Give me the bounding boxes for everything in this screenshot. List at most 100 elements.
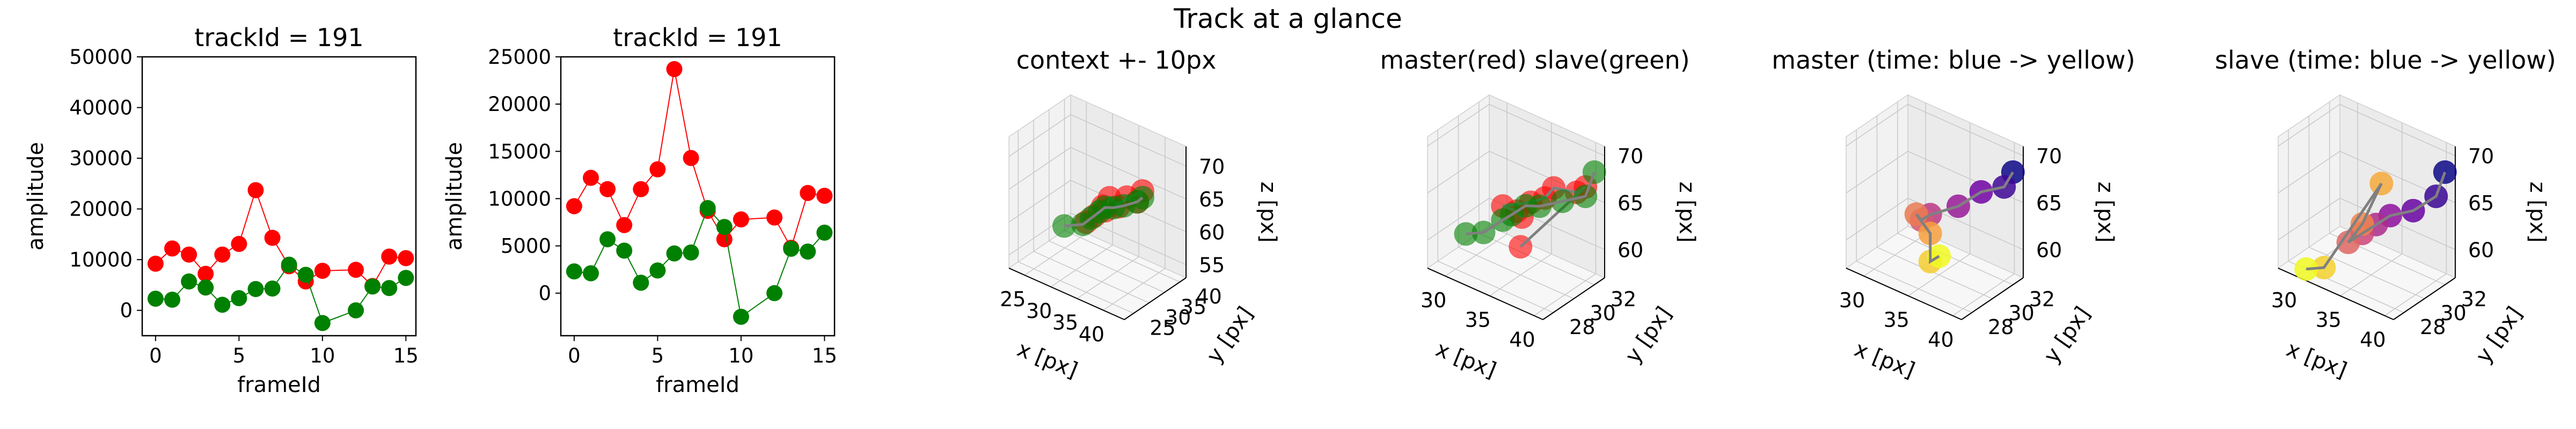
y-tick-label: 32 <box>1611 287 1636 311</box>
y-tick-label: 10000 <box>69 248 133 271</box>
data-point <box>599 181 616 197</box>
data-point <box>197 265 214 282</box>
y-tick-label: 0 <box>538 282 551 305</box>
z-tick-label: 60 <box>1618 239 1643 262</box>
y-tick-label: 28 <box>1988 315 2014 339</box>
y-tick-label: 30 <box>1590 301 1616 325</box>
grid-line <box>1077 125 1139 299</box>
grid-line <box>1008 180 1187 232</box>
series-time <box>2294 160 2457 281</box>
y-tick-label: 30 <box>2009 301 2035 325</box>
y-axis-line <box>1961 277 2024 320</box>
z-tick-label: 65 <box>1199 188 1225 211</box>
data-point <box>381 280 398 297</box>
data-point <box>566 198 582 214</box>
plot-frame <box>141 56 417 337</box>
grid-line <box>1876 116 1993 299</box>
grid-line <box>1427 151 1605 203</box>
grid-line <box>1897 102 2014 285</box>
track-line <box>2306 172 2447 271</box>
z-tick-label: 70 <box>2036 145 2062 168</box>
data-point <box>733 308 749 325</box>
data-point <box>231 235 247 252</box>
series-line <box>155 264 406 324</box>
y-tick-label: 5000 <box>501 235 551 258</box>
x-tick-label: 35 <box>1465 308 1491 332</box>
x-axis-label: x [px] <box>2283 337 2350 383</box>
data-point <box>683 150 699 166</box>
x-tick-label: 40 <box>1509 328 1535 352</box>
grid-line <box>2384 142 2447 316</box>
series-line <box>155 188 406 287</box>
series-time <box>1904 160 2025 273</box>
x-axis-label: x [px] <box>1851 337 1918 383</box>
z-tick-label: 65 <box>2036 191 2062 215</box>
chart-title: master(red) slave(green) <box>1380 46 1689 75</box>
y-tick-label: 50000 <box>69 46 133 69</box>
y-tick-label: 0 <box>120 299 133 322</box>
y-axis-label: amplitude <box>442 142 467 250</box>
data-point <box>364 278 381 295</box>
y-axis-label: y [px] <box>1202 302 1258 368</box>
data-point <box>800 184 816 201</box>
x-tick-label: 30 <box>1026 299 1052 323</box>
data-point <box>398 250 414 267</box>
chart-title: trackId = 191 <box>613 23 782 52</box>
data-point <box>314 315 331 331</box>
x-tick-label: 30 <box>2271 289 2297 312</box>
data-point <box>649 161 666 177</box>
z-tick-label: 65 <box>1618 191 1643 215</box>
x-tick-label: 10 <box>728 344 753 367</box>
grid-line <box>1050 113 1113 287</box>
data-point <box>264 280 281 297</box>
data-point <box>297 267 314 283</box>
grid-line <box>1445 102 1507 277</box>
data-point <box>181 273 197 290</box>
data-point <box>716 231 733 248</box>
x-tick-label: 0 <box>568 344 581 367</box>
data-point <box>566 263 582 280</box>
data-point <box>582 169 599 186</box>
data-point <box>164 240 180 257</box>
data-point <box>264 230 281 246</box>
y-tick-label: 32 <box>2029 287 2055 311</box>
data-point <box>348 302 364 319</box>
data-point <box>783 240 800 257</box>
track-line <box>1466 172 1596 235</box>
data-point <box>247 281 264 298</box>
series-master <box>566 61 833 256</box>
grid-line <box>1008 114 1187 167</box>
z-tick-label: 60 <box>1199 220 1225 244</box>
grid-line <box>1018 130 1134 314</box>
data-point <box>582 265 599 282</box>
z-tick-label: 70 <box>2468 145 2494 168</box>
chart-panel-1: trackId = 191 frameId amplitude 0 5 10 15 0 1000… <box>24 23 419 397</box>
data-point <box>147 255 164 272</box>
grid-line <box>2278 197 2456 250</box>
z-axis-label: z [px] <box>2093 182 2118 243</box>
data-point <box>633 275 649 291</box>
series-slave <box>147 256 414 331</box>
track-line <box>1915 171 2014 264</box>
data-point <box>800 243 816 260</box>
x-tick-label: 35 <box>1052 311 1078 335</box>
x-tick-label: 30 <box>1421 289 1446 312</box>
x-tick-label: 15 <box>812 344 837 367</box>
y-axis-label: y [px] <box>2471 302 2528 368</box>
grid-line <box>2288 130 2404 313</box>
y-axis-line <box>1542 277 1605 320</box>
x-tick-label: 0 <box>149 344 162 367</box>
data-point <box>666 61 683 77</box>
data-point <box>633 181 649 197</box>
grid-line <box>1908 122 1971 297</box>
data-point <box>616 242 633 259</box>
y-tick-label: 10000 <box>488 187 551 210</box>
plot-frame <box>560 56 836 337</box>
y-tick-label: 15000 <box>488 140 551 163</box>
grid-line <box>1103 137 1166 311</box>
